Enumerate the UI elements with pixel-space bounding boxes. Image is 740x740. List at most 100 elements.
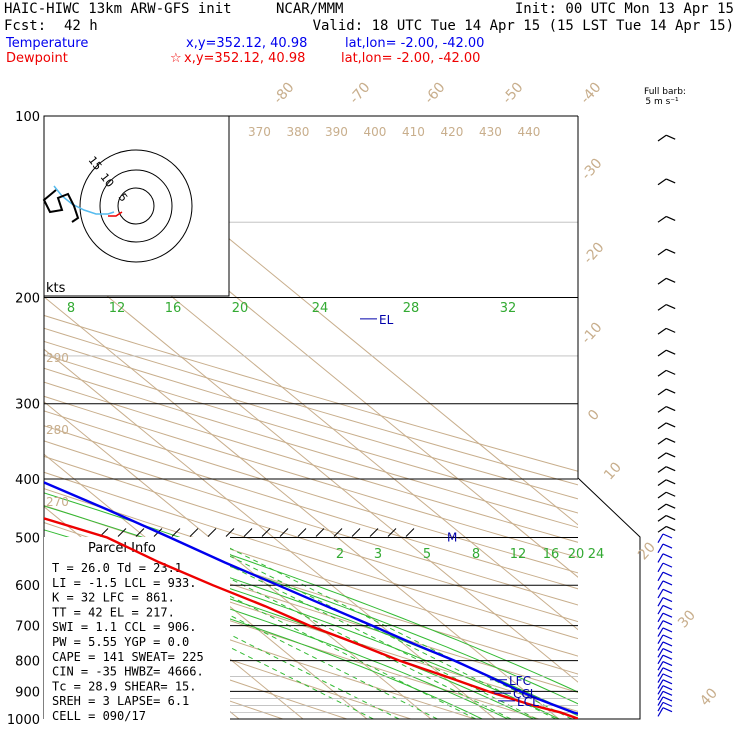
wind-barb-flag (662, 654, 673, 660)
pressure-label-300: 300 (15, 398, 40, 413)
wind-barb (657, 589, 664, 599)
dewpoint-star-icon: ☆ (170, 51, 182, 66)
wind-barb (657, 562, 664, 573)
moist-adiabat-label: 12 (109, 301, 126, 316)
wind-barb-flag (665, 277, 676, 283)
hatch-mark (243, 528, 253, 537)
moist-adiabat-label: 32 (500, 301, 517, 316)
wind-barb (657, 641, 664, 651)
hatch-mark (225, 528, 235, 537)
wind-barb-flag (665, 514, 676, 521)
fcst-label: Fcst: (4, 18, 46, 34)
lcl-marker-label: LCL (517, 695, 539, 709)
wind-barb-flag (662, 667, 673, 673)
wind-barb-flag (665, 369, 676, 375)
theta-label: 430 (479, 125, 502, 139)
wind-barb-flag (662, 627, 673, 633)
wind-barb (657, 661, 664, 671)
mixing-ratio-label: 24 (588, 547, 605, 562)
wind-barb (657, 691, 664, 701)
parcel-info-row: CAPE = 141 SWEAT= 225 (52, 650, 204, 664)
wind-barb-flag (662, 571, 673, 577)
dewpoint-line (44, 517, 578, 719)
pressure-label-200: 200 (15, 292, 40, 307)
wind-barb (657, 597, 664, 607)
wind-barb-flag (665, 134, 676, 140)
parcel-info-row: TT = 42 EL = 217. (52, 605, 175, 619)
wind-barb (657, 178, 667, 186)
parcel-info-panel: Parcel Info T = 26.0 Td = 23.1LI = -1.5 … (44, 537, 230, 727)
wind-barb (657, 605, 664, 615)
wind-header-line2: 5 m s⁻¹ (645, 97, 679, 107)
wind-barb-flag (665, 491, 676, 497)
hatch-mark (405, 528, 415, 537)
theta-label: 410 (402, 125, 425, 139)
wind-barb (657, 327, 667, 335)
wind-barb (657, 627, 664, 637)
parcel-info-row: LI = -1.5 LCL = 933. (52, 576, 197, 590)
moist-adiabat-label: 24 (312, 301, 329, 316)
hatch-mark (333, 528, 343, 537)
wind-barb-flag (662, 580, 673, 586)
wind-barb-flag (662, 696, 673, 702)
parcel-info-row: CIN = -35 HWBZ= 4666. (52, 665, 204, 679)
org-name: NCAR/MMM (276, 1, 343, 17)
theta-label: 390 (325, 125, 348, 139)
theta-left-label: 270 (46, 495, 69, 509)
pressure-label-900: 900 (15, 685, 40, 700)
wind-barb-flag (662, 604, 673, 611)
mixing-ratio-label: 5 (423, 547, 431, 562)
wind-barb-flag (665, 479, 676, 485)
parcel-info-row: T = 26.0 Td = 23.1 (52, 561, 182, 575)
hodograph: 5 10 15 kts (42, 115, 230, 297)
mixing-ratio-line (208, 537, 573, 719)
theta-left-label: 280 (46, 423, 69, 437)
wind-barb-flag (665, 215, 676, 221)
wind-barb (657, 648, 664, 658)
wind-barb-flag (662, 648, 673, 654)
moist-adiabat-label: 8 (67, 301, 75, 316)
wind-barb (657, 580, 664, 590)
wind-profile: Full barb:5 m s⁻¹ (644, 87, 686, 717)
hodograph-ring-5 (117, 187, 155, 225)
moist-adiabat-line (44, 492, 578, 693)
wind-barb (657, 134, 667, 142)
mixing-ratio-label: 12 (510, 547, 527, 562)
dry-adiabat-line (44, 425, 578, 590)
theta-label: 400 (364, 125, 387, 139)
wind-barb-flag (665, 525, 676, 532)
wind-barb (657, 533, 664, 543)
parcel-info-row: SWI = 1.1 CCL = 906. (52, 620, 197, 634)
mixing-ratio-label: 8 (472, 547, 480, 562)
right-frame (44, 116, 641, 720)
wind-barb-flag (662, 685, 673, 691)
hodograph-frame (43, 115, 230, 297)
wind-barb (657, 553, 664, 563)
wind-header-line1: Full barb: (644, 87, 686, 97)
wind-barb (657, 515, 667, 522)
wind-barb (657, 667, 664, 677)
wind-barb-flag (662, 634, 673, 640)
wind-barb (657, 612, 664, 623)
dry-adiabat-line (44, 471, 578, 640)
pressure-label-800: 800 (15, 655, 40, 670)
theta-label: 380 (287, 125, 310, 139)
dewpoint-xy: x,y=352.12, 40.98 (184, 51, 305, 66)
hatch-mark (351, 528, 361, 537)
parcel-info-row: K = 32 LFC = 861. (52, 591, 175, 605)
wind-barb (657, 248, 667, 256)
wind-barb (657, 634, 664, 644)
wind-barb-flag (662, 679, 673, 685)
wind-barb-flag (662, 543, 673, 549)
lfc-marker-label: LFC (509, 674, 531, 688)
wind-barb (657, 696, 664, 706)
hatch-mark (315, 528, 325, 537)
wind-barb (657, 369, 667, 377)
theta-label: 370 (248, 125, 271, 139)
pressure-label-1000: 1000 (7, 713, 40, 728)
hatch-mark (279, 528, 289, 537)
temperature-legend-label: Temperature (5, 36, 88, 51)
wind-barb-flag (665, 349, 676, 355)
